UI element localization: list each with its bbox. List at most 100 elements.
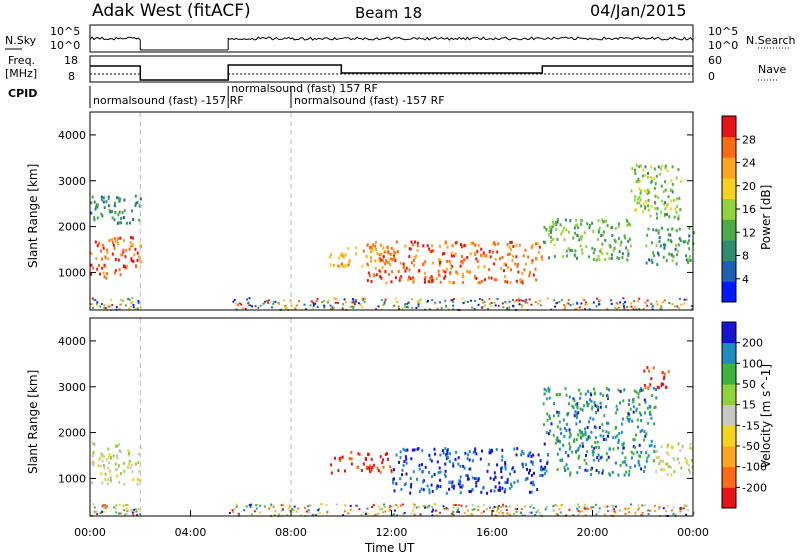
data-cell [577, 433, 580, 437]
data-cell [464, 451, 467, 455]
data-cell [656, 263, 659, 267]
data-cell [567, 230, 570, 234]
noise-cell [662, 507, 665, 510]
data-cell [523, 268, 526, 272]
data-cell [113, 201, 116, 205]
data-cell [556, 436, 559, 440]
data-cell [122, 248, 125, 252]
data-cell [119, 273, 122, 277]
data-cell [380, 244, 382, 247]
noise-cell [363, 300, 366, 303]
data-cell [519, 243, 521, 247]
noise-cell [469, 299, 472, 302]
data-cell [628, 399, 631, 402]
data-cell [670, 179, 673, 182]
data-cell [555, 441, 557, 445]
data-cell [595, 469, 598, 472]
data-cell [437, 269, 440, 273]
data-cell [350, 450, 353, 454]
data-cell [632, 438, 635, 441]
data-cell [645, 459, 648, 463]
data-cell [574, 254, 577, 258]
data-cell [677, 168, 680, 172]
noise-cell [585, 303, 588, 305]
data-cell [455, 240, 458, 244]
data-cell [578, 454, 581, 458]
noise-cell [518, 303, 521, 306]
data-cell [666, 228, 669, 232]
noise-cell [624, 507, 627, 510]
data-cell [380, 258, 383, 262]
data-cell [509, 240, 512, 244]
data-cell [678, 227, 681, 231]
noise-cell [383, 302, 386, 305]
data-cell [506, 243, 509, 247]
noise-cell [644, 301, 647, 304]
data-cell [575, 438, 578, 442]
data-cell [565, 422, 568, 426]
data-cell [530, 490, 533, 494]
noise-cell [626, 508, 629, 511]
noise-cell [471, 306, 474, 309]
data-cell [473, 449, 476, 453]
noise-cell [487, 307, 490, 310]
noise-cell [590, 506, 593, 509]
data-cell [667, 465, 670, 469]
data-cell [111, 241, 114, 244]
data-cell [388, 273, 390, 276]
data-cell [691, 458, 693, 462]
data-cell [620, 430, 623, 434]
data-cell [597, 229, 600, 233]
data-cell [437, 471, 440, 475]
data-cell [109, 456, 112, 460]
data-cell [535, 242, 537, 246]
noise-cell [668, 302, 671, 304]
data-cell [481, 253, 483, 257]
data-cell [576, 471, 579, 475]
data-cell [448, 259, 451, 263]
noise-cell [431, 510, 434, 513]
data-cell [638, 180, 641, 183]
data-cell [492, 477, 495, 481]
noise-cell [634, 513, 637, 516]
data-cell [506, 253, 509, 257]
data-cell [564, 387, 567, 391]
colorbar-segment [722, 219, 736, 241]
data-cell [657, 455, 660, 459]
noise-cell [351, 301, 354, 304]
noise-cell [320, 503, 323, 506]
data-cell [114, 271, 117, 275]
noise-cell [578, 505, 581, 508]
data-cell [465, 473, 468, 477]
data-cell [392, 249, 395, 253]
data-cell [644, 434, 647, 438]
data-cell [673, 458, 676, 462]
data-cell [649, 410, 651, 414]
data-cell [499, 488, 502, 492]
noise-cell [447, 508, 449, 511]
data-cell [92, 266, 95, 270]
data-cell [675, 176, 678, 180]
data-cell [565, 249, 568, 253]
noise-cell [317, 509, 320, 512]
data-cell [564, 218, 567, 222]
data-cell [382, 246, 385, 250]
x-axis-label: Time UT [364, 541, 415, 554]
noise-cell [622, 297, 625, 300]
data-cell [135, 201, 138, 205]
data-cell [383, 250, 386, 254]
noise-cell [497, 507, 499, 510]
data-cell [618, 257, 621, 261]
data-cell [121, 211, 124, 215]
data-cell [100, 472, 103, 476]
noise-cell [606, 308, 609, 311]
data-cell [655, 228, 658, 232]
data-cell [614, 426, 617, 430]
data-cell [632, 452, 635, 456]
data-cell [620, 422, 623, 426]
data-cell [536, 488, 539, 492]
noise-cell [378, 505, 380, 508]
data-cell [573, 226, 576, 230]
data-cell [638, 165, 641, 169]
data-cell [584, 433, 587, 437]
